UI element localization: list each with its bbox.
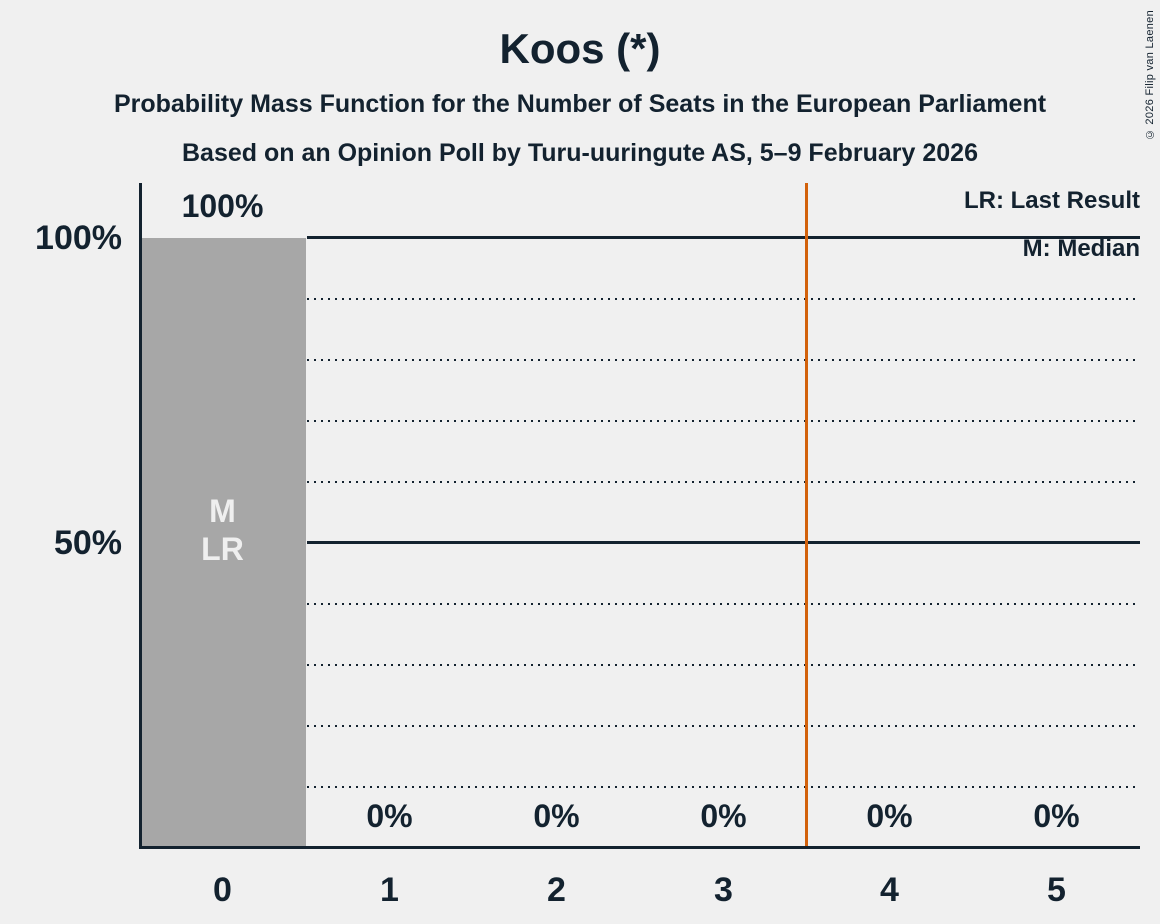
chart-subtitle-line1: Probability Mass Function for the Number…: [113, 90, 1047, 118]
gridline-dotted-70: [307, 420, 1140, 422]
gridline-dotted-90: [307, 298, 1140, 300]
gridline-dotted-20: [307, 725, 1140, 727]
legend-median: M: Median: [1022, 235, 1140, 262]
bar-seats-0: [142, 238, 306, 846]
bar-value-label-1: 0%: [366, 798, 413, 834]
x-axis-label-0: 0: [213, 871, 232, 909]
y-axis-label-50: 50%: [53, 524, 122, 562]
last-result-marker-label: LR: [201, 531, 244, 567]
x-axis-label-5: 5: [1047, 871, 1066, 909]
bar-value-label-4: 0%: [866, 798, 913, 834]
gridline-solid-50: [307, 541, 1140, 544]
bar-value-label-0: 100%: [181, 188, 264, 224]
x-axis-label-3: 3: [714, 871, 733, 909]
bar-value-label-2: 0%: [533, 798, 580, 834]
bar-value-label-3: 0%: [700, 798, 747, 834]
gridline-dotted-80: [307, 359, 1140, 361]
gridline-solid-100: [307, 236, 1140, 239]
reference-vline: [805, 183, 808, 846]
page-title: Koos (*): [499, 25, 661, 72]
copyright-notice: © 2026 Filip van Laenen: [1144, 10, 1156, 141]
bar-annotation-median-lastresult: M LR: [139, 492, 306, 568]
legend-last-result: LR: Last Result: [963, 187, 1140, 214]
gridline-dotted-30: [307, 664, 1140, 666]
median-marker-label: M: [209, 493, 236, 529]
x-axis-line: [139, 846, 1140, 849]
x-axis-label-1: 1: [380, 871, 399, 909]
x-axis-label-2: 2: [547, 871, 566, 909]
bar-value-label-5: 0%: [1033, 798, 1080, 834]
gridline-dotted-60: [307, 481, 1140, 483]
y-axis-line: [139, 183, 142, 849]
chart-subtitle-line2: Based on an Opinion Poll by Turu-uuringu…: [182, 139, 978, 167]
gridline-dotted-40: [307, 603, 1140, 605]
x-axis-label-4: 4: [880, 871, 899, 909]
y-axis-label-100: 100%: [35, 219, 122, 257]
gridline-dotted-10: [307, 786, 1140, 788]
